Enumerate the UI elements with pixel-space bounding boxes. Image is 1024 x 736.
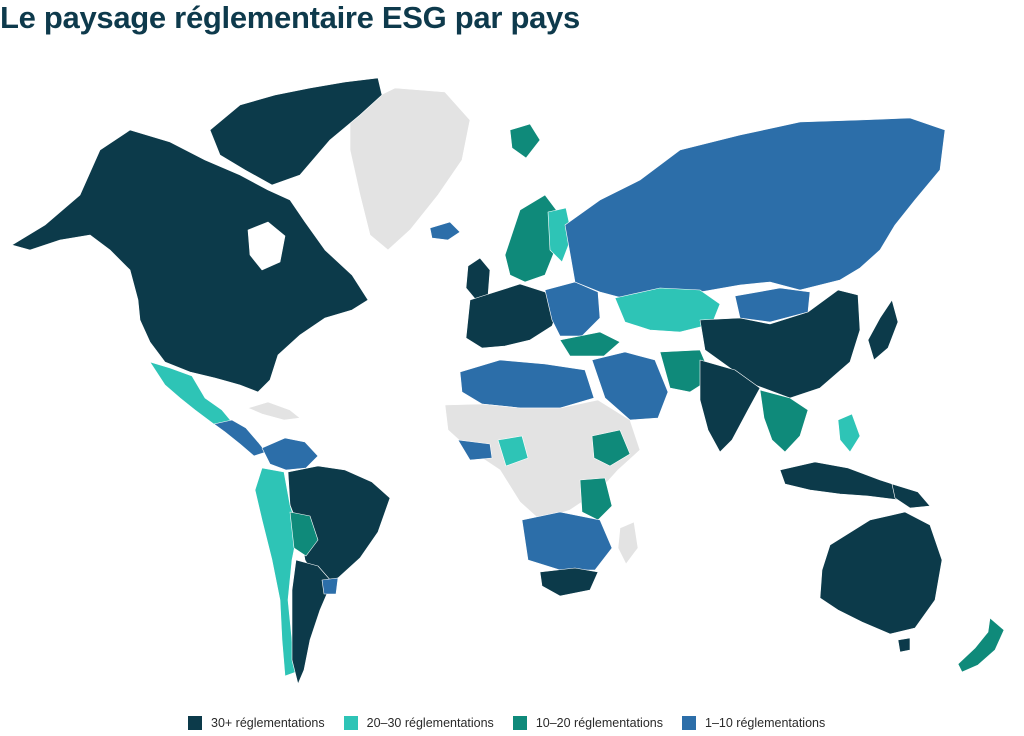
region-argentina[interactable] xyxy=(291,559,333,685)
region-southern-central-africa[interactable] xyxy=(521,511,613,571)
page-title: Le paysage réglementaire ESG par pays xyxy=(0,0,580,35)
region-turkey[interactable] xyxy=(559,331,621,357)
legend-item-10-20: 10–20 réglementations xyxy=(512,716,663,730)
legend-swatch-10-20 xyxy=(512,716,527,730)
region-svalbard[interactable] xyxy=(509,123,541,159)
region-southeast-asia[interactable] xyxy=(759,389,809,453)
region-ethiopia[interactable] xyxy=(591,429,631,467)
region-tasmania[interactable] xyxy=(897,637,911,653)
region-central-america[interactable] xyxy=(213,419,267,457)
region-japan[interactable] xyxy=(867,299,899,361)
legend-label-10-20: 10–20 réglementations xyxy=(535,716,663,730)
region-east-africa[interactable] xyxy=(579,477,613,521)
region-iceland[interactable] xyxy=(429,221,461,241)
region-russia[interactable] xyxy=(564,117,946,301)
region-south-africa[interactable] xyxy=(539,567,599,597)
region-eastern-europe[interactable] xyxy=(544,281,601,337)
map-legend: 30+ réglementations 20–30 réglementation… xyxy=(188,716,844,730)
region-uruguay[interactable] xyxy=(321,577,339,595)
world-map xyxy=(11,77,1005,685)
region-western-europe[interactable] xyxy=(465,283,561,349)
legend-label-20-30: 20–30 réglementations xyxy=(366,716,494,730)
region-indonesia[interactable] xyxy=(779,461,906,501)
region-new-zealand[interactable] xyxy=(957,617,1005,673)
region-hudson-bay xyxy=(247,221,286,271)
region-colombia-venezuela[interactable] xyxy=(261,437,319,471)
region-canada-arctic[interactable] xyxy=(209,77,383,186)
region-papua-new-guinea[interactable] xyxy=(891,483,931,509)
legend-item-1-10: 1–10 réglementations xyxy=(682,716,825,730)
legend-swatch-30-plus xyxy=(188,716,202,730)
region-greenland[interactable] xyxy=(349,87,471,251)
region-caribbean[interactable] xyxy=(247,401,301,421)
legend-swatch-20-30 xyxy=(343,716,358,730)
region-india[interactable] xyxy=(699,359,761,453)
region-west-africa[interactable] xyxy=(457,439,493,461)
region-australia[interactable] xyxy=(819,511,943,635)
region-middle-east[interactable] xyxy=(591,351,669,421)
region-philippines[interactable] xyxy=(837,413,861,453)
region-nigeria[interactable] xyxy=(497,435,529,467)
legend-label-1-10: 1–10 réglementations xyxy=(705,716,826,730)
region-bolivia-paraguay[interactable] xyxy=(289,511,319,557)
legend-item-20-30: 20–30 réglementations xyxy=(343,716,494,730)
region-north-america[interactable] xyxy=(11,129,369,393)
region-madagascar[interactable] xyxy=(617,521,639,565)
region-north-africa[interactable] xyxy=(459,359,595,409)
legend-label-30-plus: 30+ réglementations xyxy=(211,716,325,730)
legend-swatch-1-10 xyxy=(682,716,696,730)
region-uk-ireland[interactable] xyxy=(465,257,491,301)
region-finland[interactable] xyxy=(547,207,573,263)
legend-item-30-plus: 30+ réglementations xyxy=(188,716,325,730)
